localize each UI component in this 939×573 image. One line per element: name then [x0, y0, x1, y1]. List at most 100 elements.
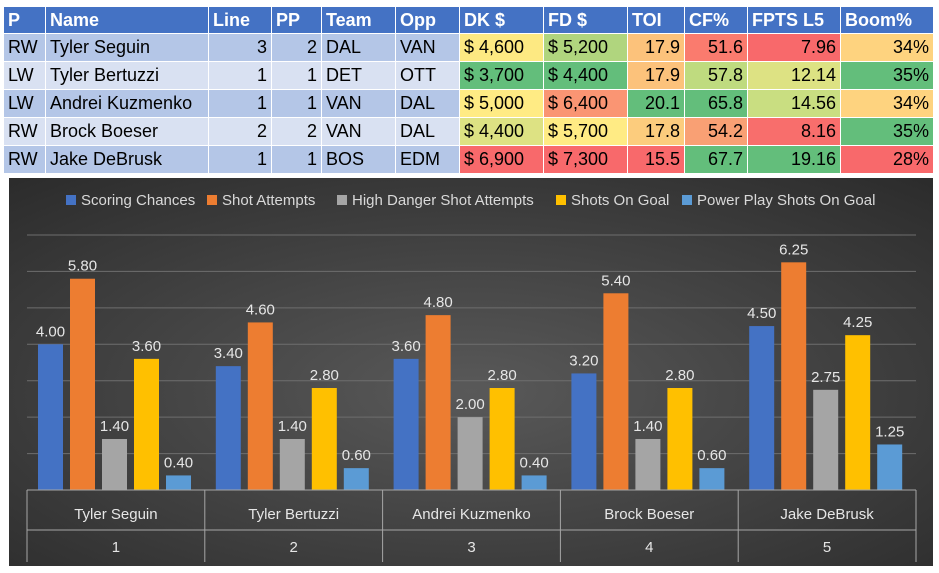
column-header[interactable]: PP — [271, 6, 322, 34]
chart-background — [9, 178, 933, 566]
data-label: 3.20 — [569, 352, 598, 369]
category-index-label: 3 — [467, 539, 475, 556]
table-cell: DAL — [395, 117, 460, 146]
legend-label: Scoring Chances — [81, 192, 195, 209]
data-label: 3.60 — [132, 338, 161, 355]
table-cell: DAL — [395, 89, 460, 118]
column-header[interactable]: FD $ — [543, 6, 628, 34]
category-label: Brock Boeser — [604, 506, 694, 523]
bar[interactable] — [215, 366, 241, 490]
data-label: 4.00 — [36, 323, 65, 340]
bar[interactable] — [635, 439, 661, 490]
table-cell: $ 5,200 — [543, 33, 628, 62]
bar[interactable] — [311, 388, 337, 490]
bar-chart: Scoring Chances Shot Attempts High Danger … — [9, 178, 933, 566]
data-label: 2.75 — [811, 369, 840, 386]
column-header[interactable]: Line — [208, 6, 272, 34]
bar[interactable] — [813, 389, 839, 490]
bar[interactable] — [393, 358, 419, 490]
column-header[interactable]: FPTS L5 — [747, 6, 841, 34]
data-label: 1.25 — [875, 423, 904, 440]
bar[interactable] — [247, 322, 273, 490]
data-label: 1.40 — [278, 418, 307, 435]
data-label: 0.40 — [164, 454, 193, 471]
data-label: 4.60 — [246, 301, 275, 318]
data-label: 1.40 — [633, 418, 662, 435]
table-row: RW Jake DeBrusk 1 1 BOS EDM $ 6,900 $ 7,300 15.5… — [3, 145, 934, 174]
bar[interactable] — [38, 344, 63, 490]
data-label: 3.60 — [391, 338, 420, 355]
table-cell: 51.6 — [684, 33, 748, 62]
table-cell: 1 — [208, 145, 272, 174]
column-header[interactable]: Opp — [395, 6, 460, 34]
bar[interactable] — [521, 475, 547, 490]
data-label: 4.50 — [747, 305, 776, 322]
column-header[interactable]: Boom% — [840, 6, 934, 34]
table-cell: 54.2 — [684, 117, 748, 146]
bar[interactable] — [845, 335, 871, 490]
legend-label: Power Play Shots On Goal — [697, 192, 875, 209]
category-label: Jake DeBrusk — [780, 506, 874, 523]
bar[interactable] — [425, 315, 451, 490]
column-header[interactable]: Team — [321, 6, 396, 34]
bar[interactable] — [489, 388, 515, 490]
table-cell: 19.16 — [747, 145, 841, 174]
bar[interactable] — [102, 439, 127, 490]
table-cell: 65.8 — [684, 89, 748, 118]
table-row: LW Andrei Kuzmenko 1 1 VAN DAL $ 5,000 $ 6,400 2… — [3, 89, 934, 118]
column-header[interactable]: TOI — [627, 6, 685, 34]
bar[interactable] — [70, 278, 95, 490]
bar[interactable] — [279, 439, 305, 490]
bar[interactable] — [603, 293, 629, 490]
table-cell: Brock Boeser — [45, 117, 209, 146]
table-cell: RW — [3, 145, 46, 174]
category-index-label: 4 — [645, 539, 653, 556]
table-cell: $ 4,600 — [459, 33, 544, 62]
bar[interactable] — [134, 358, 159, 490]
table-cell: VAN — [395, 33, 460, 62]
stats-table: P Name Line PP Team Opp DK $ FD $ TOI CF% FPTS L5 B… — [3, 6, 934, 174]
legend-swatch — [66, 195, 76, 205]
table-cell: 35% — [840, 61, 934, 90]
table-cell: 8.16 — [747, 117, 841, 146]
legend-label: Shots On Goal — [571, 192, 669, 209]
data-label: 2.80 — [665, 367, 694, 384]
table-cell: $ 4,400 — [459, 117, 544, 146]
column-header[interactable]: DK $ — [459, 6, 544, 34]
data-label: 2.00 — [455, 396, 484, 413]
data-label: 5.80 — [68, 258, 97, 275]
table-cell: 7.96 — [747, 33, 841, 62]
table-header-row: P Name Line PP Team Opp DK $ FD $ TOI CF% FPTS L5 B… — [3, 6, 934, 34]
bar[interactable] — [667, 388, 693, 490]
table-cell: $ 3,700 — [459, 61, 544, 90]
bar[interactable] — [343, 468, 369, 490]
table-row: RW Tyler Seguin 3 2 DAL VAN $ 4,600 $ 5,200 17.9… — [3, 33, 934, 62]
table-cell: VAN — [321, 117, 396, 146]
category-index-label: 5 — [823, 539, 831, 556]
bar[interactable] — [781, 262, 807, 490]
table-cell: Andrei Kuzmenko — [45, 89, 209, 118]
column-header[interactable]: Name — [45, 6, 209, 34]
table-cell: $ 6,400 — [543, 89, 628, 118]
table-cell: 12.14 — [747, 61, 841, 90]
table-row: LW Tyler Bertuzzi 1 1 DET OTT $ 3,700 $ 4,400 17… — [3, 61, 934, 90]
table-cell: 3 — [208, 33, 272, 62]
bar[interactable] — [166, 475, 191, 490]
column-header[interactable]: P — [3, 6, 46, 34]
legend-swatch — [556, 195, 566, 205]
data-label: 5.40 — [601, 272, 630, 289]
bar[interactable] — [571, 373, 597, 490]
table-cell: 34% — [840, 33, 934, 62]
data-label: 0.60 — [697, 447, 726, 464]
table-cell: 2 — [271, 33, 322, 62]
column-header[interactable]: CF% — [684, 6, 748, 34]
bar[interactable] — [699, 468, 725, 490]
bar[interactable] — [749, 326, 775, 490]
table-cell: 57.8 — [684, 61, 748, 90]
bar[interactable] — [457, 417, 483, 490]
table-cell: $ 5,700 — [543, 117, 628, 146]
bar[interactable] — [877, 444, 903, 490]
table-cell: 17.9 — [627, 33, 685, 62]
table-cell: RW — [3, 117, 46, 146]
table-cell: 2 — [271, 117, 322, 146]
